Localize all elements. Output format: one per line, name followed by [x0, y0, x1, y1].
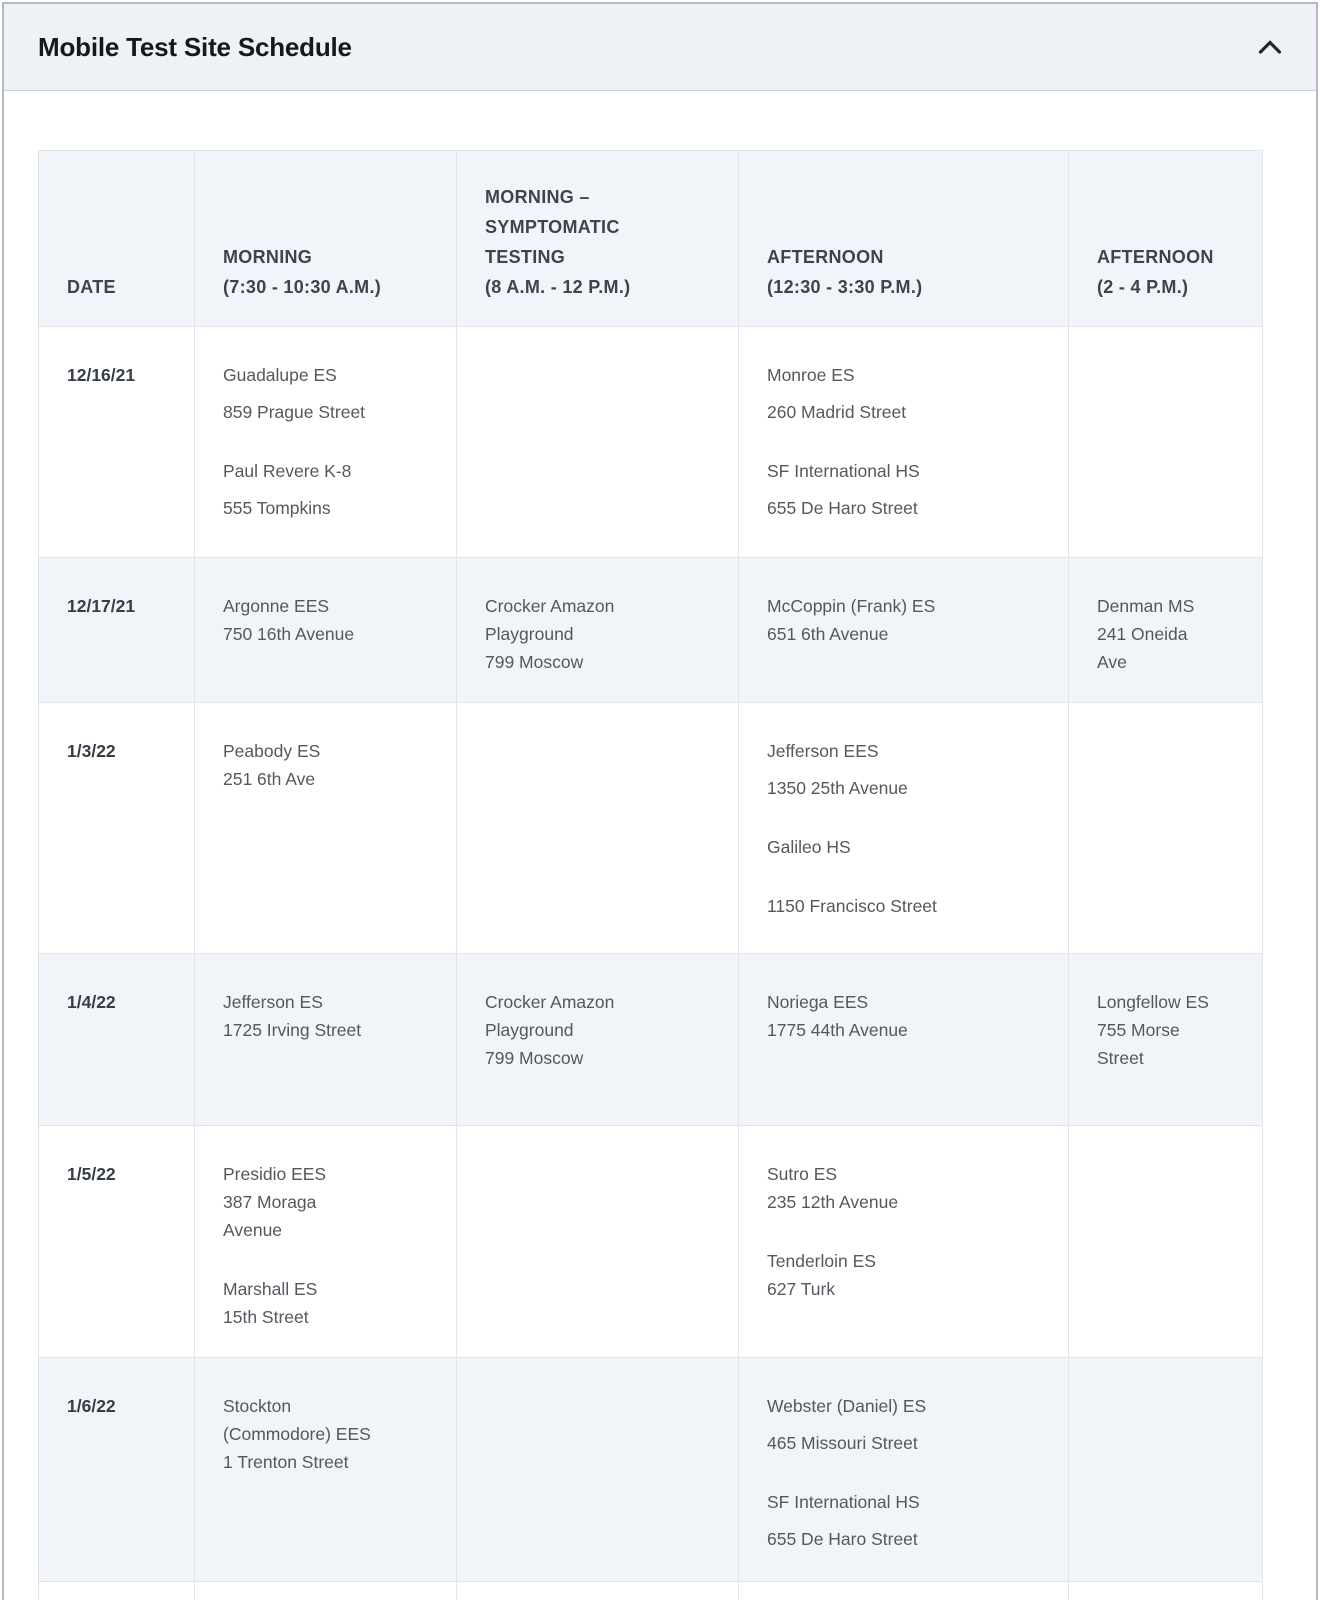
- cell-morning: Presidio EES 387 Moraga Avenue Marshall ES 1…: [194, 1125, 457, 1358]
- schedule-table: DATE MORNING (7:30 - 10:30 A.M.) MORNING – S…: [38, 150, 1263, 1600]
- panel-body: DATE MORNING (7:30 - 10:30 A.M.) MORNING – S…: [4, 91, 1316, 1600]
- schedule-row-1-3-22: 1/3/22 Peabody ES 251 6th Ave Jefferson EES…: [38, 702, 1263, 954]
- cell-morning_symptomatic: [456, 702, 739, 954]
- cell-morning_symptomatic: [456, 1125, 739, 1358]
- cell-morning: Argonne EES 750 16th Avenue: [194, 557, 457, 703]
- chevron-up-icon[interactable]: [1258, 39, 1282, 55]
- cell-afternoon: McCoppin (Frank) ES 651 6th Avenue: [738, 557, 1069, 703]
- cell-morning: Stockton (Commodore) EES 1 Trenton Street: [194, 1357, 457, 1582]
- cell-morning_symptomatic: Crocker Amazon Playground 799 Moscow: [456, 953, 739, 1126]
- cell-morning: Guadalupe ES 859 Prague Street Paul Revere…: [194, 326, 457, 558]
- table-header-row: DATE MORNING (7:30 - 10:30 A.M.) MORNING – S…: [38, 150, 1263, 327]
- cell-afternoon_late: [1068, 1125, 1263, 1358]
- date-cell: 12/16/21: [38, 326, 195, 558]
- cell-afternoon: Noriega EES 1775 44th Avenue: [738, 953, 1069, 1126]
- schedule-row-12-17-21: 12/17/21 Argonne EES 750 16th Avenue Crocke…: [38, 557, 1263, 703]
- column-header-morning: MORNING (7:30 - 10:30 A.M.): [194, 150, 457, 327]
- cell-afternoon: Webster (Daniel) ES 465 Missouri Street SF…: [738, 1357, 1069, 1582]
- column-header-afternoon: AFTERNOON (12:30 - 3:30 P.M.): [738, 150, 1069, 327]
- cell-afternoon: Jefferson EES 1350 25th Avenue Galileo HS 1…: [738, 702, 1069, 954]
- panel-title: Mobile Test Site Schedule: [38, 31, 352, 62]
- schedule-row-1-5-22: 1/5/22 Presidio EES 387 Moraga Avenue Marsha…: [38, 1125, 1263, 1358]
- cell-afternoon_late: Longfellow ES 755 Morse Street: [1068, 953, 1263, 1126]
- date-cell: 1/4/22: [38, 953, 195, 1126]
- schedule-row-12-16-21: 12/16/21 Guadalupe ES 859 Prague Street Pau…: [38, 326, 1263, 558]
- cell-afternoon_late: [1068, 326, 1263, 558]
- cell-afternoon: Sutro ES 235 12th Avenue Tenderloin ES 627 …: [738, 1125, 1069, 1358]
- date-cell: [38, 1581, 195, 1600]
- accordion-header[interactable]: Mobile Test Site Schedule: [4, 4, 1316, 91]
- cell-morning: Peabody ES 251 6th Ave: [194, 702, 457, 954]
- cell-empty: [456, 1581, 739, 1600]
- cell-morning_symptomatic: [456, 1357, 739, 1582]
- cell-morning: Jefferson ES 1725 Irving Street: [194, 953, 457, 1126]
- column-header-afternoon_late: AFTERNOON (2 - 4 P.M.): [1068, 150, 1263, 327]
- schedule-row-1-4-22: 1/4/22 Jefferson ES 1725 Irving Street Croc…: [38, 953, 1263, 1126]
- cell-morning_symptomatic: [456, 326, 739, 558]
- cell-afternoon: Monroe ES 260 Madrid Street SF Internation…: [738, 326, 1069, 558]
- schedule-row-partial: [38, 1581, 1263, 1600]
- schedule-row-1-6-22: 1/6/22 Stockton (Commodore) EES 1 Trenton S…: [38, 1357, 1263, 1582]
- cell-empty: [1068, 1581, 1263, 1600]
- date-cell: 12/17/21: [38, 557, 195, 703]
- column-header-morning_symptomatic: MORNING – SYMPTOMATIC TESTING (8 A.M. - 12 …: [456, 150, 739, 327]
- date-cell: 1/3/22: [38, 702, 195, 954]
- cell-morning_symptomatic: Crocker Amazon Playground 799 Moscow: [456, 557, 739, 703]
- cell-afternoon_late: [1068, 702, 1263, 954]
- cell-empty: [738, 1581, 1069, 1600]
- date-cell: 1/5/22: [38, 1125, 195, 1358]
- cell-afternoon_late: Denman MS 241 Oneida Ave: [1068, 557, 1263, 703]
- column-header-date: DATE: [38, 150, 195, 327]
- cell-afternoon_late: [1068, 1357, 1263, 1582]
- cell-empty: [194, 1581, 457, 1600]
- date-cell: 1/6/22: [38, 1357, 195, 1582]
